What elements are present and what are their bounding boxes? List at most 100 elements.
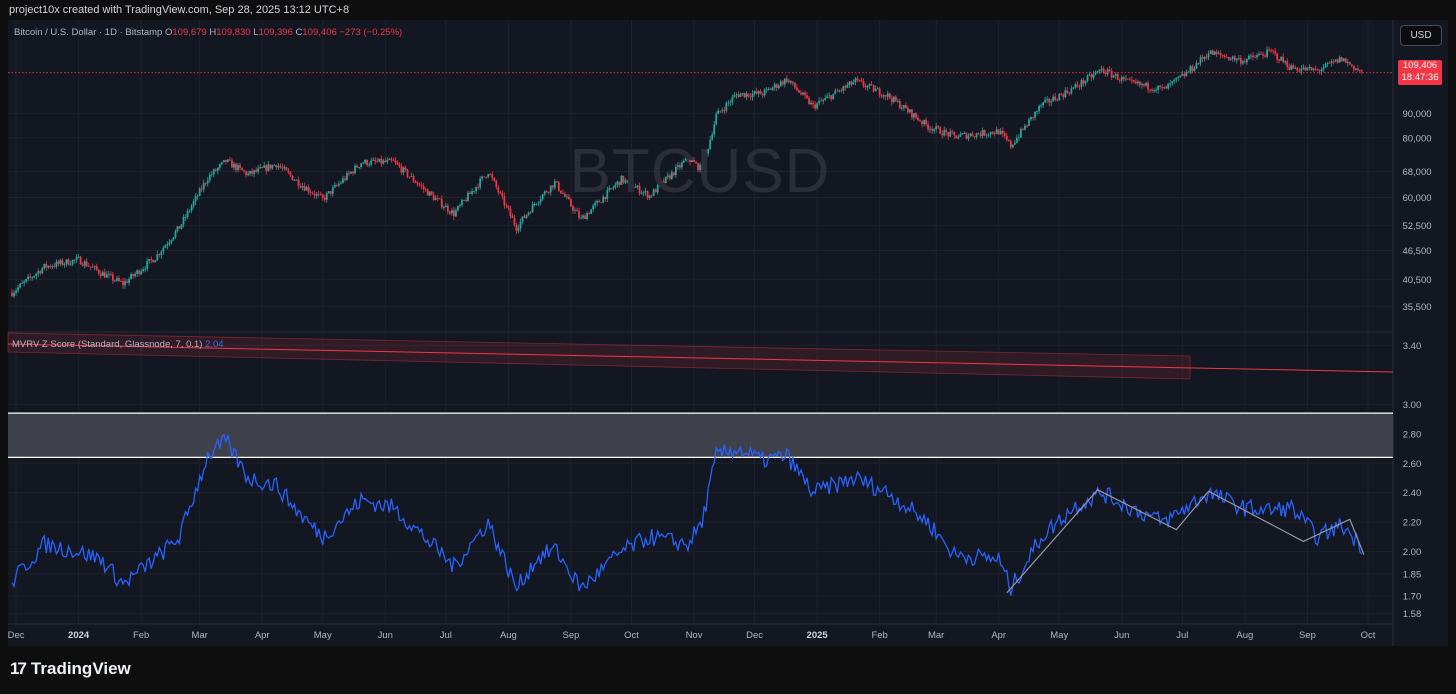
candle <box>1340 56 1343 62</box>
candle-body <box>259 167 262 169</box>
candle-body <box>229 159 231 161</box>
candle-body <box>1022 128 1024 130</box>
candle <box>287 167 290 175</box>
candle <box>1177 75 1180 82</box>
candle-body <box>681 162 683 168</box>
indicator-value: 2.04 <box>205 339 224 350</box>
candle <box>1106 67 1109 77</box>
candle <box>525 214 528 219</box>
candle-body <box>507 205 510 209</box>
candle <box>1270 48 1273 54</box>
candle-body <box>27 276 30 280</box>
candle-body <box>812 102 814 105</box>
candle-body <box>214 169 217 171</box>
candle <box>402 166 405 176</box>
candle <box>406 168 409 179</box>
candle-body <box>995 129 998 134</box>
candle <box>1361 69 1363 75</box>
candle-body <box>196 195 199 197</box>
candle-body <box>372 159 375 161</box>
candle <box>1260 51 1262 55</box>
candle-body <box>1296 68 1299 71</box>
candle <box>265 164 268 175</box>
candle <box>1058 93 1061 101</box>
candle-body <box>1344 58 1347 63</box>
candle-body <box>1243 61 1246 63</box>
candle <box>390 156 393 163</box>
candle <box>679 162 681 171</box>
candle-body <box>194 196 197 202</box>
candle-body <box>733 95 736 98</box>
candle-body <box>457 205 459 211</box>
candle <box>715 111 718 126</box>
candle-body <box>491 174 494 178</box>
candle <box>222 159 225 163</box>
candle <box>243 169 245 174</box>
candle-body <box>535 203 538 205</box>
candle-body <box>279 165 282 168</box>
candle <box>1280 56 1283 61</box>
indicator-legend[interactable]: MVRV Z Score (Standard, Glassnode, 7, 0.… <box>12 339 224 350</box>
candle-body <box>333 185 336 188</box>
candle <box>289 171 292 178</box>
candle <box>981 127 984 139</box>
candle-body <box>630 181 633 188</box>
candle-body <box>192 201 195 207</box>
candle <box>1191 64 1194 74</box>
candle <box>1082 77 1085 87</box>
candle-body <box>477 186 480 188</box>
candle-body <box>418 184 421 186</box>
candle-body <box>1316 69 1319 71</box>
candle-body <box>519 221 522 229</box>
candle-body <box>366 160 369 166</box>
candle-body <box>41 268 44 274</box>
candle-body <box>344 178 346 180</box>
candle <box>1264 53 1266 58</box>
candle <box>898 98 901 110</box>
candle-body <box>172 237 175 241</box>
candle <box>370 157 373 167</box>
candle-body <box>1324 63 1327 68</box>
candle <box>138 269 141 277</box>
candle <box>1348 61 1351 65</box>
candle <box>440 195 443 210</box>
tradingview-logo[interactable]: 17 TradingView <box>10 659 131 679</box>
candle-body <box>497 187 500 193</box>
candle <box>713 120 716 137</box>
price-axis: 35,500 40,500 46,500 52,500 60,000 68,000 80,0… <box>1402 109 1431 313</box>
candle-body <box>1114 74 1117 76</box>
candle-body <box>999 130 1002 135</box>
candle <box>832 93 835 100</box>
candle <box>120 279 122 283</box>
candle <box>913 112 915 121</box>
candle-body <box>846 85 849 88</box>
candle-body <box>408 176 411 178</box>
candle-body <box>1011 144 1014 148</box>
candle-body <box>69 264 72 266</box>
currency-button[interactable]: USD <box>1400 25 1442 46</box>
price-pane <box>8 46 1393 299</box>
candle <box>892 95 895 104</box>
candle <box>426 188 429 196</box>
candle-body <box>142 269 145 272</box>
indicator-tick-label: 2.80 <box>1403 429 1422 440</box>
candle <box>969 132 972 137</box>
candle-body <box>105 274 108 278</box>
candle <box>725 101 728 113</box>
symbol-legend[interactable]: Bitcoin / U.S. Dollar · 1D · Bitstamp O1… <box>14 27 402 38</box>
candle <box>779 79 782 87</box>
candle <box>465 197 467 203</box>
candle <box>47 265 50 270</box>
candle <box>51 264 54 270</box>
candle-body <box>533 204 536 205</box>
candle-body <box>588 213 591 215</box>
price-tick-label: 52,500 <box>1402 221 1431 232</box>
candle-body <box>769 88 772 90</box>
candle-body <box>1020 128 1022 138</box>
candle <box>598 199 601 203</box>
candle <box>572 204 574 214</box>
candle-body <box>1183 73 1186 77</box>
candle <box>557 180 560 192</box>
candle <box>693 157 695 163</box>
